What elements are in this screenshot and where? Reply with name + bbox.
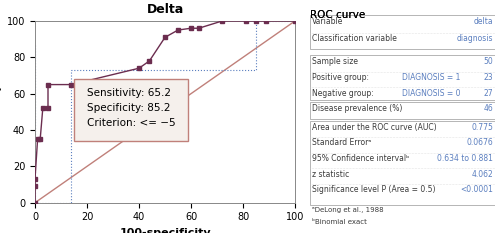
Text: 0.0676: 0.0676 xyxy=(466,138,493,147)
FancyBboxPatch shape xyxy=(74,79,188,141)
Text: DIAGNOSIS = 1: DIAGNOSIS = 1 xyxy=(402,73,461,82)
Text: 0.775: 0.775 xyxy=(472,123,493,132)
Text: Area under the ROC curve (AUC): Area under the ROC curve (AUC) xyxy=(312,123,436,132)
FancyBboxPatch shape xyxy=(310,102,495,119)
Text: ᵇBinomial exact: ᵇBinomial exact xyxy=(312,219,366,225)
FancyBboxPatch shape xyxy=(310,121,495,205)
Text: Sensitivity: 65.2
Specificity: 85.2
Criterion: <= −5: Sensitivity: 65.2 Specificity: 85.2 Crit… xyxy=(87,88,176,128)
Text: Standard Errorᵃ: Standard Errorᵃ xyxy=(312,138,371,147)
Text: z statistic: z statistic xyxy=(312,170,349,178)
Text: 95% Confidence intervalᵇ: 95% Confidence intervalᵇ xyxy=(312,154,409,163)
Text: 0.634 to 0.881: 0.634 to 0.881 xyxy=(438,154,493,163)
Y-axis label: Sensitivity: Sensitivity xyxy=(0,83,2,141)
Text: Significance level P (Area = 0.5): Significance level P (Area = 0.5) xyxy=(312,185,436,194)
Text: diagnosis: diagnosis xyxy=(456,34,493,43)
Title: Delta: Delta xyxy=(146,3,184,16)
Text: 46: 46 xyxy=(484,104,493,113)
Text: Variable: Variable xyxy=(312,17,343,26)
Text: Sample size: Sample size xyxy=(312,57,358,66)
Text: 4.062: 4.062 xyxy=(472,170,493,178)
Text: 50: 50 xyxy=(484,57,493,66)
Text: ᵃDeLong et al., 1988: ᵃDeLong et al., 1988 xyxy=(312,207,384,213)
Text: Negative group:: Negative group: xyxy=(312,89,374,98)
Text: <0.0001: <0.0001 xyxy=(460,185,493,194)
Text: ROC curve: ROC curve xyxy=(310,10,365,20)
FancyBboxPatch shape xyxy=(310,55,495,100)
Text: Positive group:: Positive group: xyxy=(312,73,369,82)
Text: ROC curve: ROC curve xyxy=(310,10,365,20)
FancyBboxPatch shape xyxy=(310,15,495,49)
Text: delta: delta xyxy=(474,17,493,26)
Text: 27: 27 xyxy=(484,89,493,98)
Text: DIAGNOSIS = 0: DIAGNOSIS = 0 xyxy=(402,89,461,98)
Text: Disease prevalence (%): Disease prevalence (%) xyxy=(312,104,402,113)
X-axis label: 100-specificity: 100-specificity xyxy=(119,228,211,233)
Text: Classification variable: Classification variable xyxy=(312,34,396,43)
Text: 23: 23 xyxy=(484,73,493,82)
